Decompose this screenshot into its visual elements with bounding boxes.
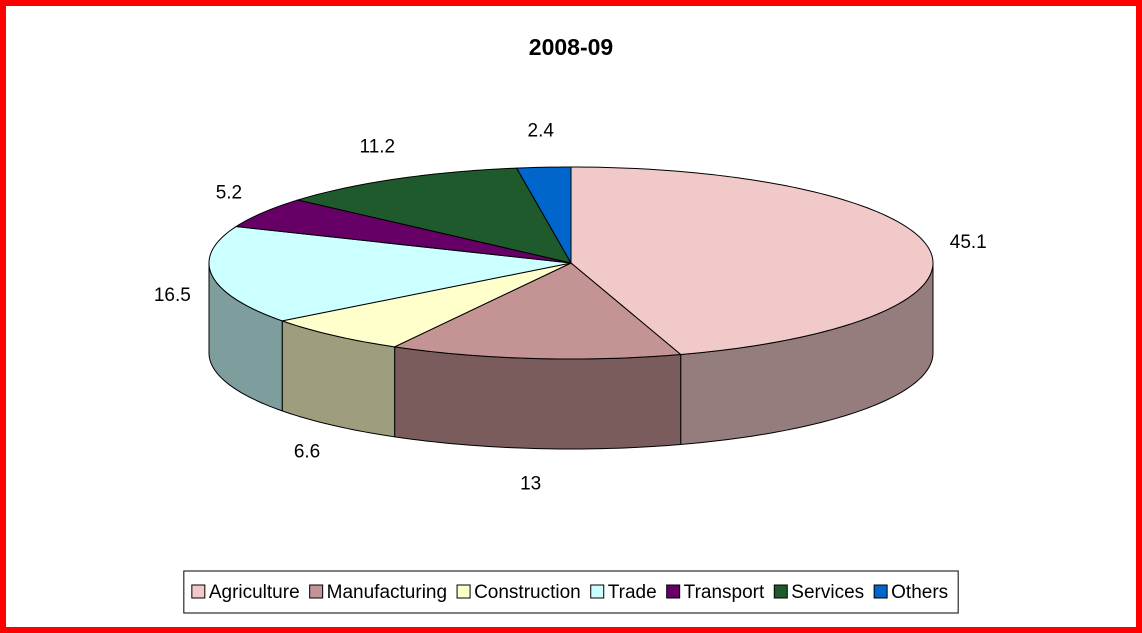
legend: Agriculture Manufacturing Construction Trad… — [191, 582, 948, 603]
data-label: 5.2 — [216, 183, 242, 204]
legend-label: Agriculture — [209, 582, 300, 603]
pie-sides — [208, 262, 934, 450]
legend-box — [183, 570, 959, 614]
legend-swatch — [309, 584, 324, 599]
pie-slice — [280, 262, 572, 348]
legend-label: Construction — [474, 582, 581, 603]
data-label: 16.5 — [154, 285, 191, 306]
pie-slice — [296, 167, 573, 264]
pie-slice — [392, 262, 682, 360]
legend-label: Services — [791, 582, 864, 603]
data-label: 11.2 — [360, 136, 396, 157]
legend-swatch — [666, 584, 681, 599]
pie-slice — [208, 226, 572, 322]
legend-label: Transport — [684, 582, 765, 603]
legend-swatch — [873, 584, 888, 599]
chart-title: 2008-09 — [529, 34, 613, 60]
pie-slice — [570, 166, 934, 356]
pie-tops — [208, 166, 934, 360]
legend-label: Others — [891, 582, 948, 603]
legend-label: Manufacturing — [327, 582, 447, 603]
legend-swatch — [773, 584, 788, 599]
data-labels: 45.1 13 6.6 16.5 5.2 11.2 2.4 — [154, 120, 987, 494]
pie-side — [394, 346, 682, 450]
data-label: 2.4 — [528, 120, 555, 141]
legend-swatch — [191, 584, 206, 599]
data-label: 6.6 — [294, 442, 320, 463]
pie-slice — [234, 199, 572, 264]
legend-swatch — [456, 584, 471, 599]
data-label: 13 — [520, 473, 541, 494]
legend-swatch — [590, 584, 605, 599]
legend-label: Trade — [608, 582, 657, 603]
data-label: 45.1 — [950, 232, 987, 253]
pie-slice — [515, 166, 572, 265]
